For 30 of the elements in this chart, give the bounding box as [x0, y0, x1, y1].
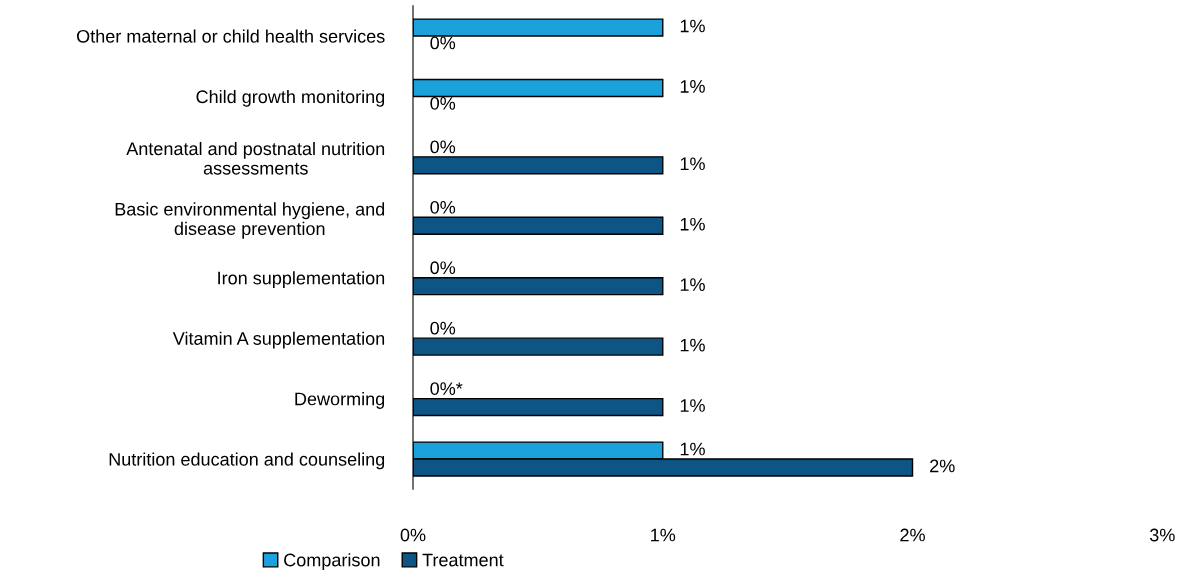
legend-label: Treatment: [422, 553, 504, 567]
y-tick-label: Deworming: [295, 392, 385, 409]
y-tick-label: Antenatal and postnatal nutrition assessments: [126, 141, 385, 175]
legend-label: Comparison: [284, 553, 380, 570]
data-label: 0%: [430, 321, 456, 335]
x-tick-label: 1%: [651, 528, 676, 542]
data-label: 1%: [680, 338, 705, 352]
x-tick-label: 2%: [900, 528, 925, 542]
data-label: 0%: [430, 200, 456, 214]
y-tick-label: Nutrition education and counseling: [109, 452, 385, 470]
data-label: 0%: [430, 140, 456, 154]
data-label: 0%: [430, 96, 456, 110]
y-tick-label: Other maternal or child health services: [77, 29, 385, 43]
y-tick-label: Basic environmental hygiene, and disease prevention: [115, 202, 385, 239]
data-label: 1%: [680, 80, 705, 93]
data-label: 0%*: [430, 382, 463, 395]
x-tick-label: 0%: [400, 528, 426, 542]
data-label: 1%: [680, 399, 705, 412]
data-label: 2%: [930, 459, 955, 473]
data-label: 1%: [680, 278, 705, 291]
data-label: 1%: [680, 19, 705, 33]
data-label: 0%: [430, 36, 456, 50]
data-label: 1%: [680, 217, 705, 231]
data-label: 0%: [430, 261, 456, 275]
y-tick-label: Child growth monitoring: [196, 89, 385, 107]
y-tick-label: Iron supplementation: [218, 271, 385, 289]
x-tick-label: 3%: [1149, 528, 1175, 542]
y-tick-label: Vitamin A supplementation: [172, 331, 385, 349]
data-label: 1%: [680, 157, 705, 171]
data-label: 1%: [680, 442, 705, 456]
